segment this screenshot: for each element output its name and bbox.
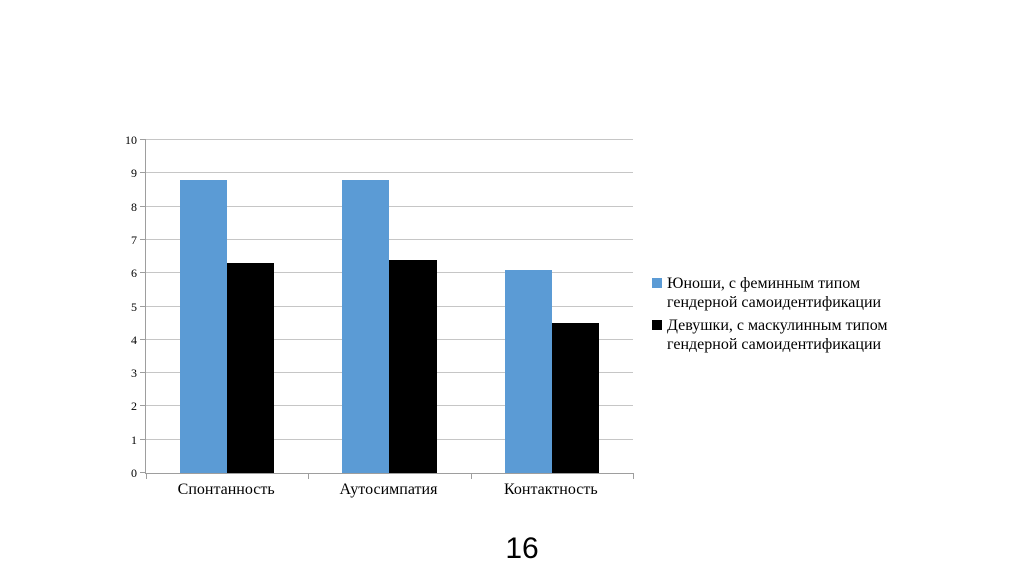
y-axis-tick-label: 8 <box>131 199 137 214</box>
y-axis-tick-label: 6 <box>131 266 137 281</box>
y-axis-tick <box>140 139 146 140</box>
bar-group-2 <box>308 140 470 473</box>
y-axis-tick <box>140 472 146 473</box>
bar-group-3 <box>471 140 633 473</box>
y-axis-tick-label: 7 <box>131 232 137 247</box>
x-axis-category-label: Спонтанность <box>177 481 275 498</box>
y-axis-tick <box>140 205 146 207</box>
legend-item-girls: Девушки, с маскулинным типом гендерной с… <box>652 316 892 354</box>
x-axis-tick <box>633 473 634 479</box>
bar-series2-cat1 <box>227 263 275 473</box>
x-axis-tick <box>308 473 310 479</box>
legend-swatch-black-icon <box>652 320 662 330</box>
bar-series2-cat2 <box>389 259 437 473</box>
plot-area: 0 1 2 3 4 5 6 7 8 9 10 <box>125 133 634 480</box>
legend-item-boys: Юноши, с феминным типом гендерной самоид… <box>652 274 892 312</box>
y-axis-tick-label: 3 <box>131 366 137 381</box>
y-axis-tick <box>140 338 146 340</box>
gridline <box>146 172 633 174</box>
y-axis-tick <box>140 172 146 174</box>
y-axis-tick <box>140 238 146 240</box>
x-axis-category-label: Аутосимпатия <box>339 481 438 498</box>
x-axis-category-label: Контактность <box>504 481 598 498</box>
y-axis-tick-label: 10 <box>125 133 137 147</box>
x-axis-tick <box>146 473 147 479</box>
gridline <box>146 238 633 240</box>
y-axis-tick-label: 0 <box>131 466 137 480</box>
x-axis-category-labels: Спонтанность Аутосимпатия Контактность <box>145 481 632 499</box>
y-axis-tick-label: 1 <box>131 432 137 447</box>
gridline <box>146 139 633 140</box>
x-axis-tick <box>470 473 472 479</box>
y-axis-tick-label: 4 <box>131 332 137 347</box>
page-number: 16 <box>505 532 539 565</box>
bar-series1-cat3 <box>504 269 552 473</box>
y-axis-tick <box>140 405 146 407</box>
bar-series1-cat1 <box>180 179 228 473</box>
y-axis-tick <box>140 372 146 374</box>
gridline <box>146 205 633 207</box>
y-axis-tick-label: 9 <box>131 166 137 181</box>
bar-series1-cat2 <box>342 179 390 473</box>
legend-swatch-blue-icon <box>652 278 662 288</box>
legend-label-boys: Юноши, с феминным типом гендерной самоид… <box>667 275 882 311</box>
y-axis-tick <box>140 438 146 440</box>
bar-group-1 <box>146 140 308 473</box>
bar-series2-cat3 <box>551 323 599 473</box>
y-axis-tick-label: 2 <box>131 399 137 414</box>
y-axis-tick-label: 5 <box>131 299 137 314</box>
legend: Юноши, с феминным типом гендерной самоид… <box>652 274 892 358</box>
legend-label-girls: Девушки, с маскулинным типом гендерной с… <box>667 317 888 353</box>
y-axis-tick <box>140 272 146 274</box>
y-axis-tick <box>140 305 146 307</box>
